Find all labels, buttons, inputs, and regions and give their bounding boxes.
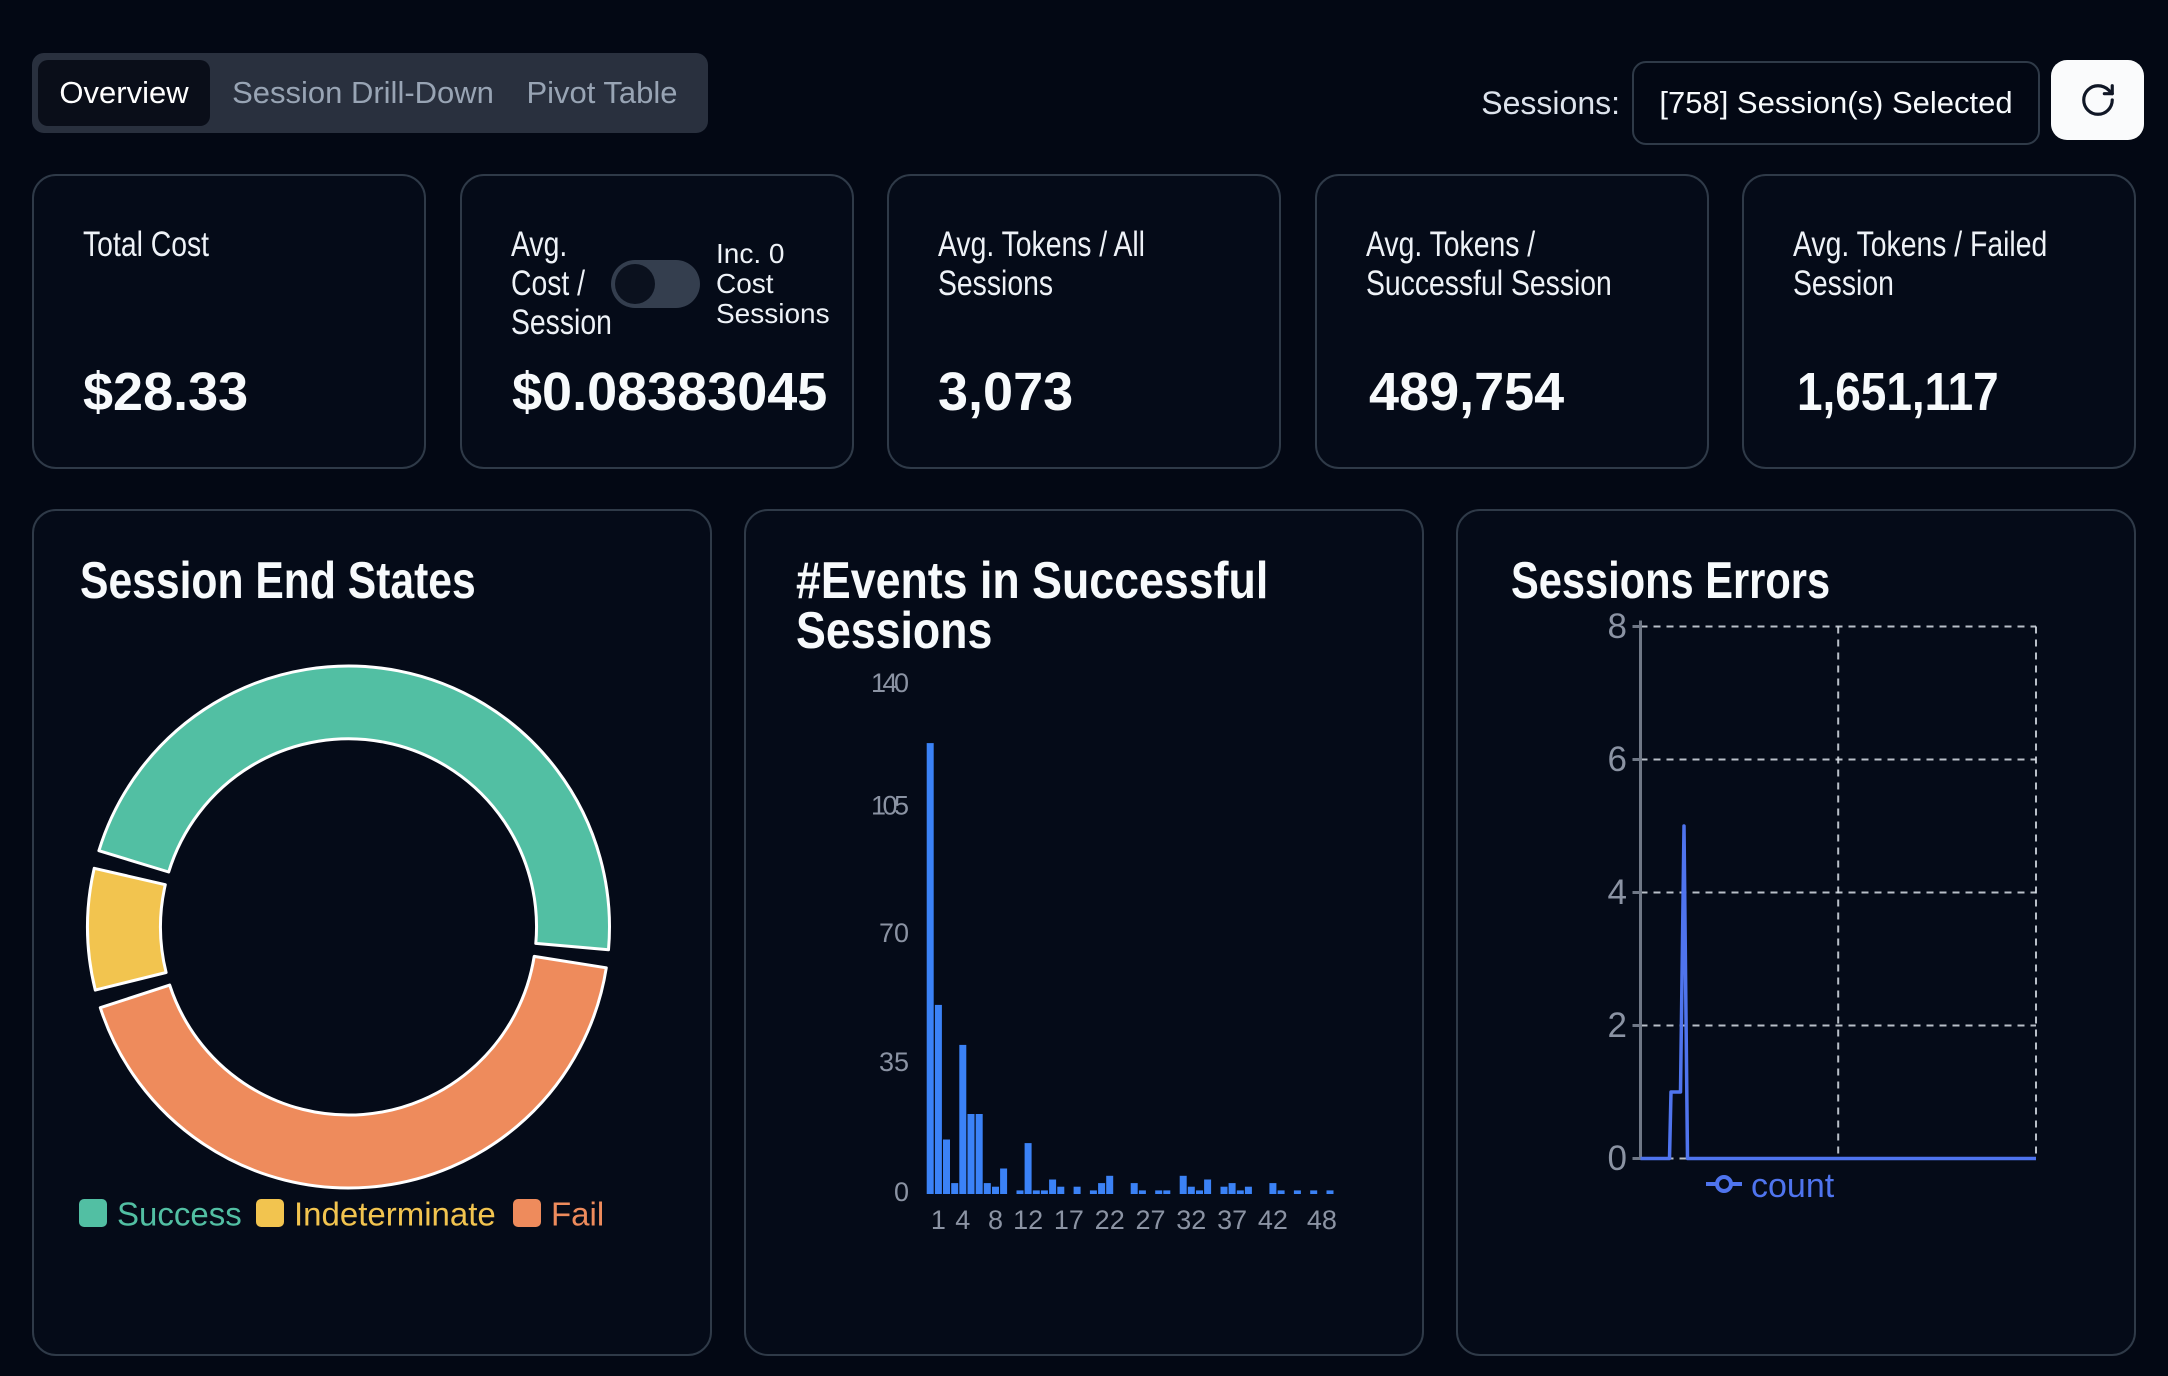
svg-text:0: 0 xyxy=(1608,1139,1627,1178)
svg-text:105: 105 xyxy=(871,791,909,821)
svg-text:32: 32 xyxy=(1176,1205,1206,1235)
svg-text:48: 48 xyxy=(1307,1205,1337,1235)
svg-text:2: 2 xyxy=(1608,1006,1627,1045)
svg-text:17: 17 xyxy=(1054,1205,1084,1235)
svg-text:4: 4 xyxy=(1608,873,1627,912)
svg-text:35: 35 xyxy=(879,1047,909,1077)
svg-text:4: 4 xyxy=(955,1205,970,1235)
svg-text:Success: Success xyxy=(117,1196,242,1233)
svg-text:8: 8 xyxy=(988,1205,1003,1235)
svg-text:22: 22 xyxy=(1095,1205,1125,1235)
svg-text:Fail: Fail xyxy=(551,1196,604,1233)
svg-text:70: 70 xyxy=(879,918,909,948)
svg-text:1: 1 xyxy=(931,1205,946,1235)
svg-text:12: 12 xyxy=(1013,1205,1043,1235)
svg-text:140: 140 xyxy=(871,668,909,698)
svg-text:count: count xyxy=(1751,1167,1835,1205)
svg-text:6: 6 xyxy=(1608,740,1627,779)
svg-text:Indeterminate: Indeterminate xyxy=(294,1196,496,1233)
svg-text:37: 37 xyxy=(1217,1205,1247,1235)
svg-text:0: 0 xyxy=(894,1177,909,1207)
svg-text:8: 8 xyxy=(1608,607,1627,646)
svg-text:42: 42 xyxy=(1258,1205,1288,1235)
svg-text:27: 27 xyxy=(1135,1205,1165,1235)
